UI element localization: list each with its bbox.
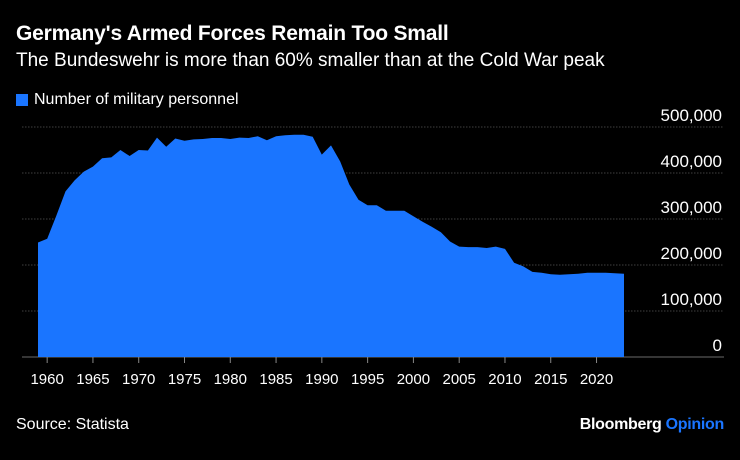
- x-tick-label: 1965: [76, 371, 109, 388]
- x-tick-label: 2020: [580, 371, 613, 388]
- x-tick-label: 1995: [351, 371, 384, 388]
- chart-subtitle: The Bundeswehr is more than 60% smaller …: [16, 50, 605, 71]
- plot-area: [38, 134, 624, 357]
- x-tick-label: 1980: [214, 371, 247, 388]
- legend-label: Number of military personnel: [34, 91, 239, 108]
- y-axis-ticks: 500,000 400,000 300,000 200,000 100,000 0: [661, 106, 722, 355]
- y-tick-label: 0: [713, 336, 722, 355]
- brand-main: Bloomberg: [579, 416, 662, 433]
- x-tick-label: 2000: [397, 371, 430, 388]
- x-tick-label: 2005: [443, 371, 476, 388]
- x-tick-label: 2015: [534, 371, 567, 388]
- y-tick-label: 100,000: [661, 290, 722, 309]
- x-tick-label: 1970: [122, 371, 155, 388]
- legend: Number of military personnel: [16, 91, 239, 109]
- y-tick-label: 500,000: [661, 106, 722, 125]
- y-tick-label: 300,000: [661, 198, 722, 217]
- x-tick-label: 1960: [30, 371, 63, 388]
- brand-logo: Bloomberg Opinion: [579, 416, 725, 434]
- y-tick-label: 200,000: [661, 244, 722, 263]
- x-tick-label: 1985: [259, 371, 292, 388]
- brand-accent: Opinion: [665, 416, 725, 433]
- x-tick-label: 1990: [305, 371, 338, 388]
- y-tick-label: 400,000: [661, 152, 722, 171]
- x-tick-label: 2010: [488, 371, 521, 388]
- source-note: Source: Statista: [16, 416, 129, 433]
- legend-swatch: [16, 94, 28, 106]
- personnel-area: [38, 134, 624, 357]
- x-tick-label: 1975: [168, 371, 201, 388]
- chart-title: Germany's Armed Forces Remain Too Small: [16, 22, 449, 45]
- x-axis-ticks: 1960 1965 1970 1975 1980 1985 1990 1995 2000 2005…: [30, 357, 613, 388]
